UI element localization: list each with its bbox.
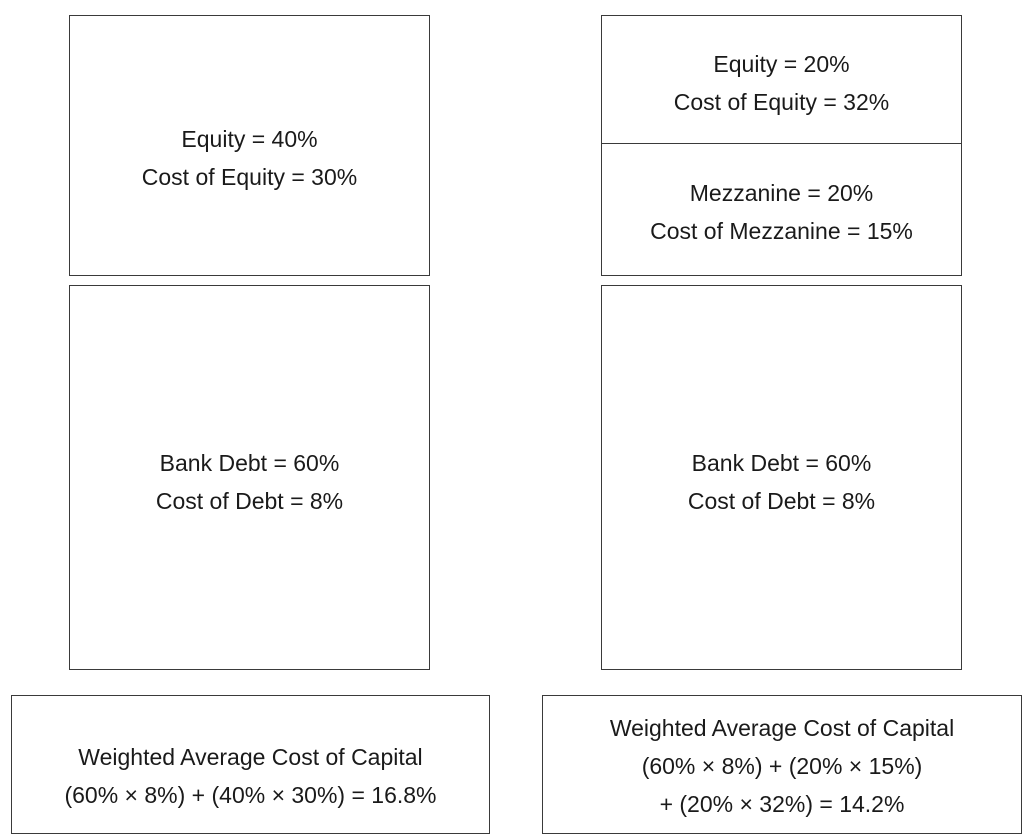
right-mezzanine-cost: Cost of Mezzanine = 15% — [650, 217, 913, 244]
left-equity-box: Equity = 40% Cost of Equity = 30% — [69, 15, 430, 276]
left-wacc-text: Weighted Average Cost of Capital (60% × … — [64, 738, 436, 814]
left-wacc-title: Weighted Average Cost of Capital — [78, 743, 423, 770]
right-debt-share: Bank Debt = 60% — [691, 449, 872, 476]
left-debt-text: Bank Debt = 60% Cost of Debt = 8% — [156, 444, 343, 520]
right-debt-cost: Cost of Debt = 8% — [687, 487, 876, 514]
right-debt-box: Bank Debt = 60% Cost of Debt = 8% — [601, 285, 962, 670]
right-wacc-formula-line-1: (60% × 8%) + (20% × 15%) — [641, 752, 923, 779]
right-mezzanine-share: Mezzanine = 20% — [689, 179, 874, 206]
right-equity-cost: Cost of Equity = 32% — [673, 89, 890, 115]
right-debt-text: Bank Debt = 60% Cost of Debt = 8% — [688, 444, 875, 520]
left-equity-cost: Cost of Equity = 30% — [141, 163, 358, 190]
left-wacc-formula: (60% × 8%) + (40% × 30%) = 16.8% — [64, 781, 437, 808]
left-equity-share: Equity = 40% — [181, 125, 318, 152]
right-mezzanine-text: Mezzanine = 20% Cost of Mezzanine = 15% — [650, 174, 913, 250]
left-equity-text: Equity = 40% Cost of Equity = 30% — [142, 120, 357, 196]
right-wacc-title: Weighted Average Cost of Capital — [609, 714, 955, 741]
left-wacc-box: Weighted Average Cost of Capital (60% × … — [11, 695, 490, 834]
right-equity-share: Equity = 20% — [713, 51, 850, 77]
right-mezzanine-box: Mezzanine = 20% Cost of Mezzanine = 15% — [601, 143, 962, 276]
left-debt-box: Bank Debt = 60% Cost of Debt = 8% — [69, 285, 430, 670]
left-debt-share: Bank Debt = 60% — [159, 449, 340, 476]
right-equity-text: Equity = 20% Cost of Equity = 32% — [674, 45, 889, 121]
right-wacc-box: Weighted Average Cost of Capital (60% × … — [542, 695, 1022, 834]
right-wacc-formula-line-2: + (20% × 32%) = 14.2% — [659, 790, 905, 817]
right-wacc-text: Weighted Average Cost of Capital (60% × … — [610, 709, 954, 823]
right-equity-box: Equity = 20% Cost of Equity = 32% — [601, 15, 962, 145]
left-debt-cost: Cost of Debt = 8% — [155, 487, 344, 514]
